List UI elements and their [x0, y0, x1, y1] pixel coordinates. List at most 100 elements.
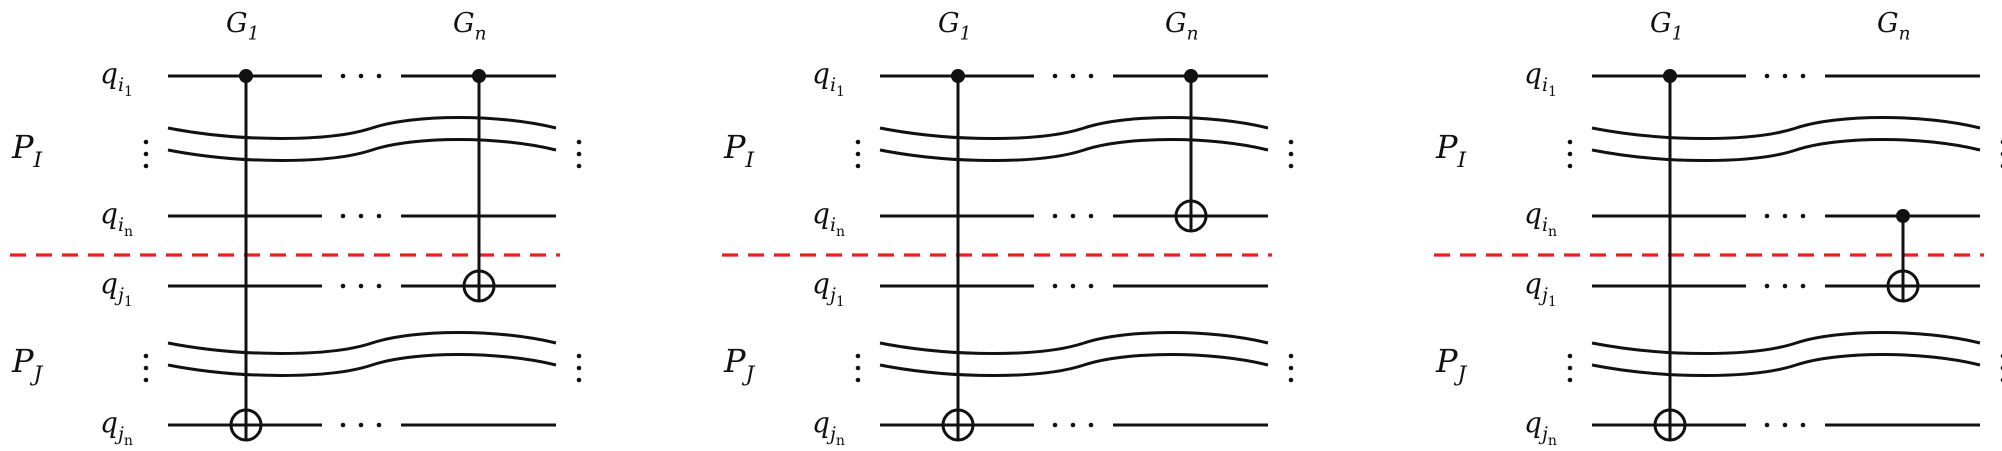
partition-label-pj: PJ	[723, 342, 756, 387]
partition-label-pi-base: P	[1435, 128, 1458, 166]
vertical-ellipsis-right-pi	[576, 139, 582, 169]
wavy-band-top	[167, 116, 557, 140]
ellipsis-dot	[1088, 422, 1094, 428]
qubit-label-q-i1-base: q	[100, 57, 118, 90]
partition-label-pi: PI	[11, 128, 43, 173]
omitted-qubits-band-pi	[1591, 116, 1981, 162]
partition-label-pi-sub: I	[745, 148, 755, 173]
qubit-label-q-i1: qi1	[812, 57, 845, 100]
vertical-dot	[1567, 377, 1573, 383]
vertical-dot	[143, 353, 149, 359]
control-dot	[472, 69, 486, 83]
ellipsis-dot	[1052, 283, 1058, 289]
omitted-qubits-band-pi	[167, 116, 557, 162]
ellipsis-dots-q-in	[1052, 213, 1094, 219]
control-dot	[1896, 209, 1910, 223]
vertical-dot	[1288, 139, 1294, 145]
qubit-label-q-j1-subsub: 1	[836, 294, 845, 310]
qubit-label-q-j1-subsub: 1	[124, 294, 133, 310]
vertical-dot	[855, 139, 861, 145]
vertical-dot	[576, 365, 582, 371]
cnot-gate-g1	[941, 69, 975, 442]
qubit-label-q-in: qin	[812, 197, 845, 240]
qubit-label-q-j1-base: q	[100, 267, 118, 300]
vertical-dot	[1567, 151, 1573, 157]
qubit-label-q-i1-sub: i	[1542, 74, 1548, 96]
qubit-label-q-in-sub: i	[118, 214, 124, 236]
ellipsis-dots-q-jn	[340, 422, 382, 428]
ellipsis-dot	[1070, 213, 1076, 219]
wavy-band-bottom	[1591, 353, 1981, 377]
vertical-ellipsis-left-pj	[1567, 353, 1573, 383]
qubit-label-q-j1-sub: j	[1538, 284, 1548, 306]
vertical-dot	[1288, 377, 1294, 383]
vertical-ellipsis-right-pj	[576, 353, 582, 383]
ellipsis-dot	[1088, 73, 1094, 79]
gate-label-g1-base: G	[938, 8, 960, 39]
qubit-label-q-jn-subsub: n	[124, 433, 133, 449]
gate-label-g1-base: G	[1650, 8, 1672, 39]
qubit-label-q-i1: qi1	[1524, 57, 1557, 100]
wavy-band-top	[879, 331, 1269, 355]
qubit-label-q-j1-sub: j	[114, 284, 124, 306]
gate-label-gn: Gn	[1877, 8, 1910, 45]
ellipsis-dot	[1052, 213, 1058, 219]
vertical-dot	[143, 365, 149, 371]
wavy-band-bottom	[167, 138, 557, 162]
ellipsis-dot	[1070, 283, 1076, 289]
vertical-dot	[143, 163, 149, 169]
cnot-gate-gn	[462, 69, 496, 303]
qubit-label-q-in-base: q	[812, 197, 830, 230]
wavy-band-top	[167, 331, 557, 355]
qubit-label-q-jn-sub: j	[1538, 423, 1548, 445]
ellipsis-dots-q-j1	[340, 283, 382, 289]
ellipsis-dot	[1782, 213, 1788, 219]
vertical-dot	[855, 163, 861, 169]
cnot-gate-g1	[1653, 69, 1687, 442]
qubit-label-q-i1-base: q	[1524, 57, 1542, 90]
ellipsis-dot	[1088, 213, 1094, 219]
qubit-label-q-jn: qjn	[1524, 406, 1557, 449]
partition-label-pi: PI	[723, 128, 755, 173]
partition-label-pj: PJ	[11, 342, 44, 387]
vertical-ellipsis-right-pj	[1288, 353, 1294, 383]
omitted-qubits-band-pj	[1591, 331, 1981, 377]
qubit-label-q-i1-subsub: 1	[836, 84, 845, 100]
qubit-label-q-jn-subsub: n	[1548, 433, 1557, 449]
wavy-band-top	[879, 116, 1269, 140]
control-dot	[1184, 69, 1198, 83]
qubit-label-q-i1-subsub: 1	[1548, 84, 1557, 100]
vertical-dot	[1288, 353, 1294, 359]
partition-label-pi-base: P	[11, 128, 34, 166]
ellipsis-dot	[1764, 213, 1770, 219]
partition-label-pi-base: P	[723, 128, 746, 166]
qubit-label-q-j1-subsub: 1	[1548, 294, 1557, 310]
gate-label-gn: Gn	[1165, 8, 1198, 45]
qubit-label-q-j1-base: q	[1524, 267, 1542, 300]
ellipsis-dot	[1800, 283, 1806, 289]
gate-label-gn-sub: n	[1899, 24, 1911, 45]
partition-label-pi-sub: I	[1457, 148, 1467, 173]
qubit-label-q-i1-sub: i	[118, 74, 124, 96]
qubit-label-q-in-subsub: n	[1548, 224, 1557, 240]
gate-label-g1: G1	[226, 8, 259, 45]
ellipsis-dot	[376, 73, 382, 79]
qubit-label-q-i1: qi1	[100, 57, 133, 100]
ellipsis-dot	[1800, 213, 1806, 219]
qubit-label-q-jn-sub: j	[826, 423, 836, 445]
cnot-gate-g1	[229, 69, 263, 442]
qubit-label-q-jn-base: q	[100, 406, 118, 439]
wavy-band-bottom	[1591, 138, 1981, 162]
qubit-label-q-jn-subsub: n	[836, 433, 845, 449]
gate-label-g1: G1	[938, 8, 971, 45]
ellipsis-dot	[1764, 283, 1770, 289]
vertical-dot	[1288, 163, 1294, 169]
qubit-label-q-j1: qj1	[100, 267, 133, 310]
ellipsis-dots-q-in	[1764, 213, 1806, 219]
ellipsis-dot	[1052, 422, 1058, 428]
vertical-ellipsis-left-pj	[143, 353, 149, 383]
qubit-label-q-i1-subsub: 1	[124, 84, 133, 100]
qubit-label-q-jn: qjn	[100, 406, 133, 449]
